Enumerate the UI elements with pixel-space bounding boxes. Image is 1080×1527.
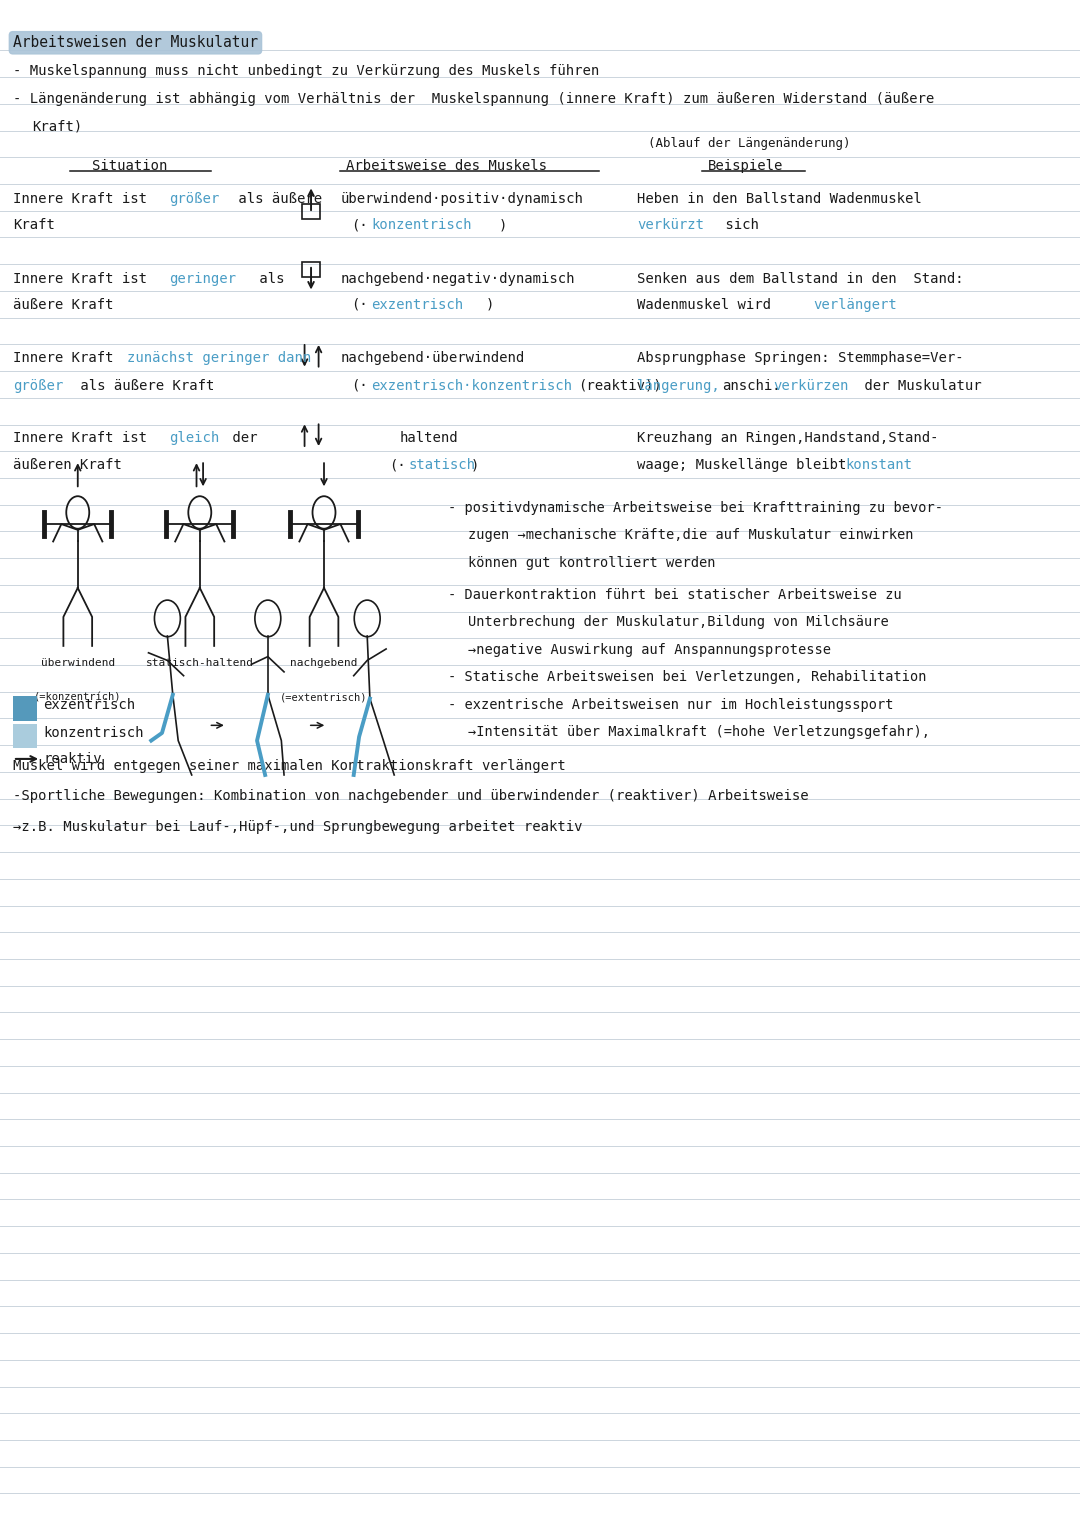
Text: (Ablauf der Längenänderung): (Ablauf der Längenänderung)	[648, 137, 851, 151]
Text: - Längenänderung ist abhängig vom Verhältnis der  Muskelspannung (innere Kraft) : - Längenänderung ist abhängig vom Verhäl…	[13, 92, 934, 105]
Text: Absprungphase Springen: Stemmphase=Ver-: Absprungphase Springen: Stemmphase=Ver-	[637, 351, 963, 365]
Text: →z.B. Muskulatur bei Lauf-,Hüpf-,und Sprungbewegung arbeitet reaktiv: →z.B. Muskulatur bei Lauf-,Hüpf-,und Spr…	[13, 820, 582, 834]
Text: Unterbrechung der Muskulatur,Bildung von Milchsäure: Unterbrechung der Muskulatur,Bildung von…	[468, 615, 889, 629]
Text: Kreuzhang an Ringen,Handstand,Stand-: Kreuzhang an Ringen,Handstand,Stand-	[637, 431, 939, 444]
Text: Kraft): Kraft)	[32, 119, 83, 133]
Text: zugen →mechanische Kräfte,die auf Muskulatur einwirken: zugen →mechanische Kräfte,die auf Muskul…	[468, 528, 914, 542]
Text: statisch-haltend: statisch-haltend	[146, 658, 254, 667]
Text: - Dauerkontraktion führt bei statischer Arbeitsweise zu: - Dauerkontraktion führt bei statischer …	[448, 588, 902, 602]
Text: nachgebend·negativ·dynamisch: nachgebend·negativ·dynamisch	[340, 272, 575, 286]
Text: verkürzen: verkürzen	[773, 379, 849, 392]
Text: der Muskulatur: der Muskulatur	[856, 379, 982, 392]
Text: - exzentrische Arbeitsweisen nur im Hochleistungssport: - exzentrische Arbeitsweisen nur im Hoch…	[448, 698, 894, 712]
Text: sich: sich	[717, 218, 759, 232]
Text: (·: (·	[389, 458, 406, 472]
Text: verkürzt: verkürzt	[637, 218, 704, 232]
Text: exzentrisch·konzentrisch: exzentrisch·konzentrisch	[372, 379, 572, 392]
Text: haltend: haltend	[400, 431, 458, 444]
Text: Muskel wird entgegen seiner maximalen Kontraktionskraft verlängert: Muskel wird entgegen seiner maximalen Ko…	[13, 759, 566, 773]
Text: nachgebend·überwindend: nachgebend·überwindend	[340, 351, 525, 365]
Text: (=extentrisch): (=extentrisch)	[280, 692, 368, 702]
Text: können gut kontrolliert werden: können gut kontrolliert werden	[468, 556, 715, 570]
Text: (·: (·	[351, 379, 368, 392]
Text: (·: (·	[351, 298, 368, 312]
FancyBboxPatch shape	[13, 696, 37, 721]
Text: größer: größer	[13, 379, 64, 392]
Text: äußere Kraft: äußere Kraft	[13, 298, 113, 312]
Text: zunächst geringer dann: zunächst geringer dann	[127, 351, 312, 365]
Text: - positivdynamische Arbeitsweise bei Krafttraining zu bevor-: - positivdynamische Arbeitsweise bei Kra…	[448, 501, 943, 515]
Text: Kraft: Kraft	[13, 218, 55, 232]
Text: als: als	[251, 272, 284, 286]
Text: Arbeitsweisen der Muskulatur: Arbeitsweisen der Muskulatur	[13, 35, 258, 50]
Text: überwindend·positiv·dynamisch: überwindend·positiv·dynamisch	[340, 192, 583, 206]
Text: nachgebend: nachgebend	[291, 658, 357, 667]
Text: -Sportliche Bewegungen: Kombination von nachgebender und überwindender (reaktive: -Sportliche Bewegungen: Kombination von …	[13, 789, 809, 803]
FancyBboxPatch shape	[13, 724, 37, 748]
Text: exzentrisch: exzentrisch	[372, 298, 463, 312]
Text: konstant: konstant	[846, 458, 913, 472]
Text: Beispiele: Beispiele	[707, 159, 783, 173]
Text: - Muskelspannung muss nicht unbedingt zu Verkürzung des Muskels führen: - Muskelspannung muss nicht unbedingt zu…	[13, 64, 599, 78]
Text: ): )	[499, 218, 508, 232]
Text: (reaktiv)): (reaktiv))	[578, 379, 662, 392]
Text: Innere Kraft ist: Innere Kraft ist	[13, 272, 156, 286]
Text: ): )	[471, 458, 480, 472]
Text: als äußere Kraft: als äußere Kraft	[72, 379, 215, 392]
Text: (·: (·	[351, 218, 368, 232]
Text: verlängert: verlängert	[813, 298, 897, 312]
Text: konzentrisch: konzentrisch	[372, 218, 472, 232]
Text: als äußere: als äußere	[230, 192, 322, 206]
Text: exzentrisch: exzentrisch	[43, 698, 135, 713]
Text: Innere Kraft: Innere Kraft	[13, 351, 122, 365]
Text: anschi.: anschi.	[723, 379, 781, 392]
Text: der: der	[224, 431, 257, 444]
Text: Arbeitsweise des Muskels: Arbeitsweise des Muskels	[346, 159, 546, 173]
Text: ): )	[486, 298, 495, 312]
Text: Senken aus dem Ballstand in den  Stand:: Senken aus dem Ballstand in den Stand:	[637, 272, 963, 286]
Text: statisch: statisch	[408, 458, 475, 472]
Text: Innere Kraft ist: Innere Kraft ist	[13, 431, 156, 444]
Text: reaktiv: reaktiv	[43, 751, 102, 767]
Text: (=konzentrích): (=konzentrích)	[33, 692, 122, 702]
Text: äußeren Kraft: äußeren Kraft	[13, 458, 122, 472]
Text: →Intensität über Maximalkraft (=hohe Verletzungsgefahr),: →Intensität über Maximalkraft (=hohe Ver…	[468, 725, 930, 739]
Text: Wadenmuskel wird: Wadenmuskel wird	[637, 298, 780, 312]
Text: größer: größer	[170, 192, 220, 206]
Text: überwindend: überwindend	[41, 658, 114, 667]
Text: Innere Kraft ist: Innere Kraft ist	[13, 192, 156, 206]
Text: - Statische Arbeitsweisen bei Verletzungen, Rehabilitation: - Statische Arbeitsweisen bei Verletzung…	[448, 670, 927, 684]
Text: konzentrisch: konzentrisch	[43, 725, 144, 741]
Text: waage; Muskellänge bleibt: waage; Muskellänge bleibt	[637, 458, 855, 472]
Text: Heben in den Ballstand Wadenmuskel: Heben in den Ballstand Wadenmuskel	[637, 192, 922, 206]
Text: längerung,: längerung,	[637, 379, 721, 392]
Text: Situation: Situation	[92, 159, 167, 173]
Text: geringer: geringer	[170, 272, 237, 286]
Text: gleich: gleich	[170, 431, 220, 444]
Text: →negative Auswirkung auf Anspannungsprotesse: →negative Auswirkung auf Anspannungsprot…	[468, 643, 831, 657]
